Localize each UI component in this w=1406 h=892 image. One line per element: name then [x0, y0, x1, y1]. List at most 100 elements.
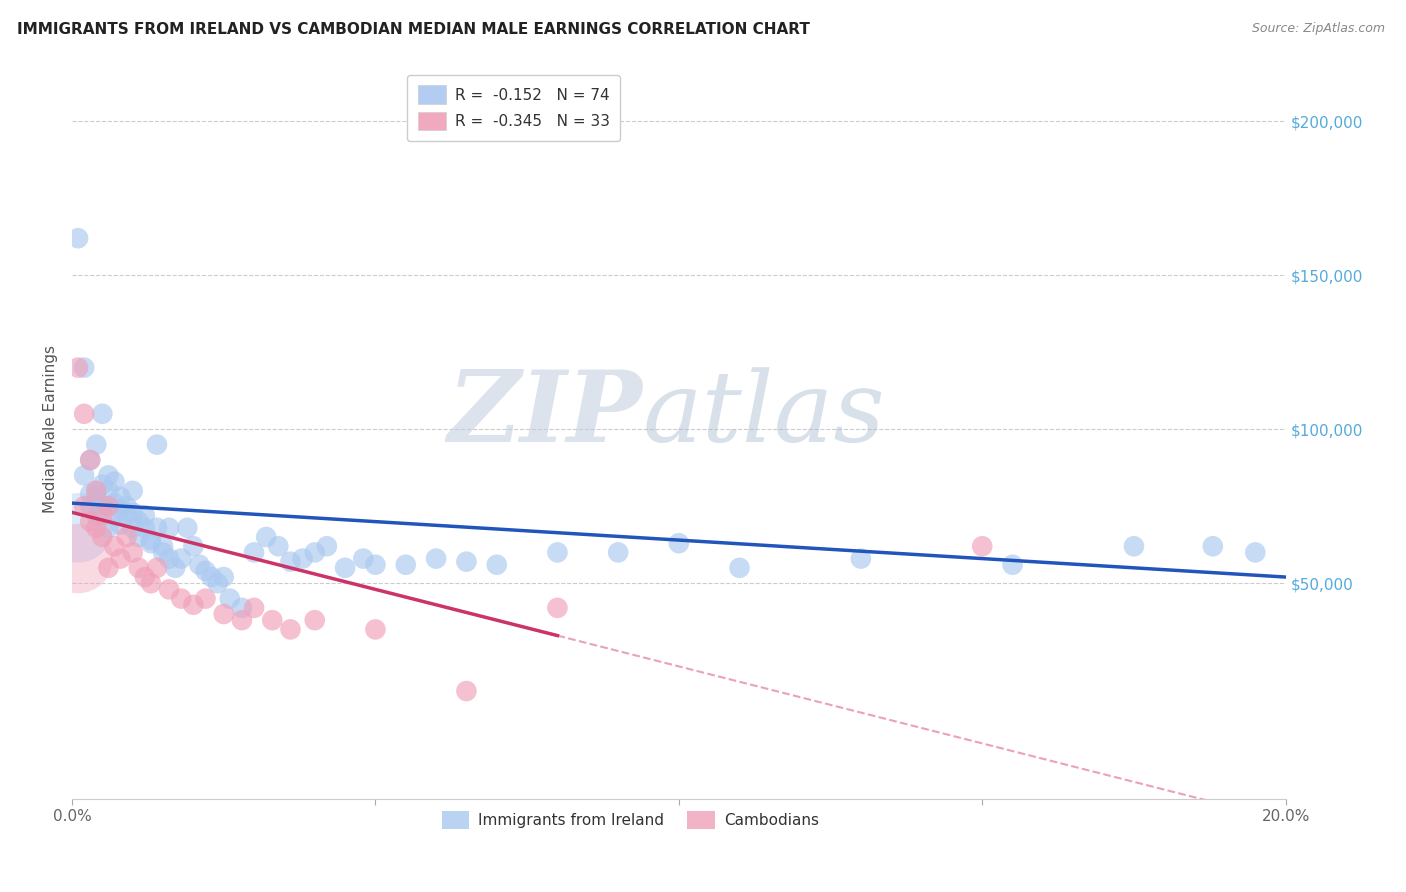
- Point: [97, 483, 120, 498]
- Point: [183, 598, 205, 612]
- Point: [212, 570, 235, 584]
- Point: [352, 551, 374, 566]
- Point: [97, 468, 120, 483]
- Point: [121, 483, 143, 498]
- Point: [67, 360, 90, 375]
- Point: [97, 500, 120, 514]
- Point: [546, 545, 568, 559]
- Legend: Immigrants from Ireland, Cambodians: Immigrants from Ireland, Cambodians: [436, 805, 825, 836]
- Point: [84, 483, 107, 498]
- Point: [115, 500, 138, 514]
- Point: [231, 613, 253, 627]
- Point: [67, 521, 90, 535]
- Point: [110, 517, 132, 532]
- Point: [668, 536, 690, 550]
- Point: [73, 407, 96, 421]
- Point: [456, 555, 478, 569]
- Point: [84, 508, 107, 523]
- Point: [84, 483, 107, 498]
- Point: [212, 607, 235, 621]
- Point: [110, 551, 132, 566]
- Point: [176, 521, 198, 535]
- Point: [67, 231, 90, 245]
- Text: ZIP: ZIP: [447, 367, 643, 463]
- Point: [1202, 539, 1225, 553]
- Point: [97, 500, 120, 514]
- Point: [139, 533, 162, 547]
- Point: [110, 502, 132, 516]
- Point: [157, 551, 180, 566]
- Point: [546, 600, 568, 615]
- Point: [243, 600, 266, 615]
- Point: [121, 521, 143, 535]
- Point: [139, 576, 162, 591]
- Point: [146, 561, 169, 575]
- Y-axis label: Median Male Earnings: Median Male Earnings: [44, 345, 58, 513]
- Point: [115, 530, 138, 544]
- Point: [194, 564, 217, 578]
- Point: [304, 545, 326, 559]
- Point: [128, 561, 150, 575]
- Point: [157, 582, 180, 597]
- Point: [79, 515, 101, 529]
- Point: [262, 613, 284, 627]
- Point: [121, 545, 143, 559]
- Point: [254, 530, 277, 544]
- Point: [157, 521, 180, 535]
- Point: [207, 576, 229, 591]
- Point: [103, 496, 125, 510]
- Point: [121, 505, 143, 519]
- Point: [200, 570, 222, 584]
- Point: [91, 477, 114, 491]
- Point: [103, 475, 125, 489]
- Point: [110, 490, 132, 504]
- Point: [84, 521, 107, 535]
- Point: [425, 551, 447, 566]
- Point: [188, 558, 211, 572]
- Point: [972, 539, 994, 553]
- Point: [218, 591, 240, 606]
- Point: [103, 508, 125, 523]
- Point: [364, 623, 387, 637]
- Point: [231, 600, 253, 615]
- Point: [364, 558, 387, 572]
- Point: [84, 490, 107, 504]
- Point: [73, 468, 96, 483]
- Point: [97, 561, 120, 575]
- Point: [146, 437, 169, 451]
- Text: atlas: atlas: [643, 367, 886, 462]
- Point: [67, 551, 90, 566]
- Text: IMMIGRANTS FROM IRELAND VS CAMBODIAN MEDIAN MALE EARNINGS CORRELATION CHART: IMMIGRANTS FROM IRELAND VS CAMBODIAN MED…: [17, 22, 810, 37]
- Point: [728, 561, 751, 575]
- Point: [91, 407, 114, 421]
- Point: [79, 487, 101, 501]
- Point: [91, 508, 114, 523]
- Point: [128, 515, 150, 529]
- Point: [134, 570, 156, 584]
- Point: [280, 623, 302, 637]
- Point: [267, 539, 290, 553]
- Point: [139, 536, 162, 550]
- Point: [170, 591, 193, 606]
- Point: [91, 500, 114, 514]
- Text: Source: ZipAtlas.com: Source: ZipAtlas.com: [1251, 22, 1385, 36]
- Point: [1001, 558, 1024, 572]
- Point: [73, 500, 96, 514]
- Point: [152, 539, 174, 553]
- Point: [170, 551, 193, 566]
- Point: [79, 500, 101, 514]
- Point: [333, 561, 356, 575]
- Point: [79, 453, 101, 467]
- Point: [315, 539, 337, 553]
- Point: [607, 545, 630, 559]
- Point: [485, 558, 508, 572]
- Point: [291, 551, 314, 566]
- Point: [152, 545, 174, 559]
- Point: [194, 591, 217, 606]
- Point: [134, 508, 156, 523]
- Point: [146, 521, 169, 535]
- Point: [1244, 545, 1267, 559]
- Point: [103, 539, 125, 553]
- Point: [134, 521, 156, 535]
- Point: [84, 437, 107, 451]
